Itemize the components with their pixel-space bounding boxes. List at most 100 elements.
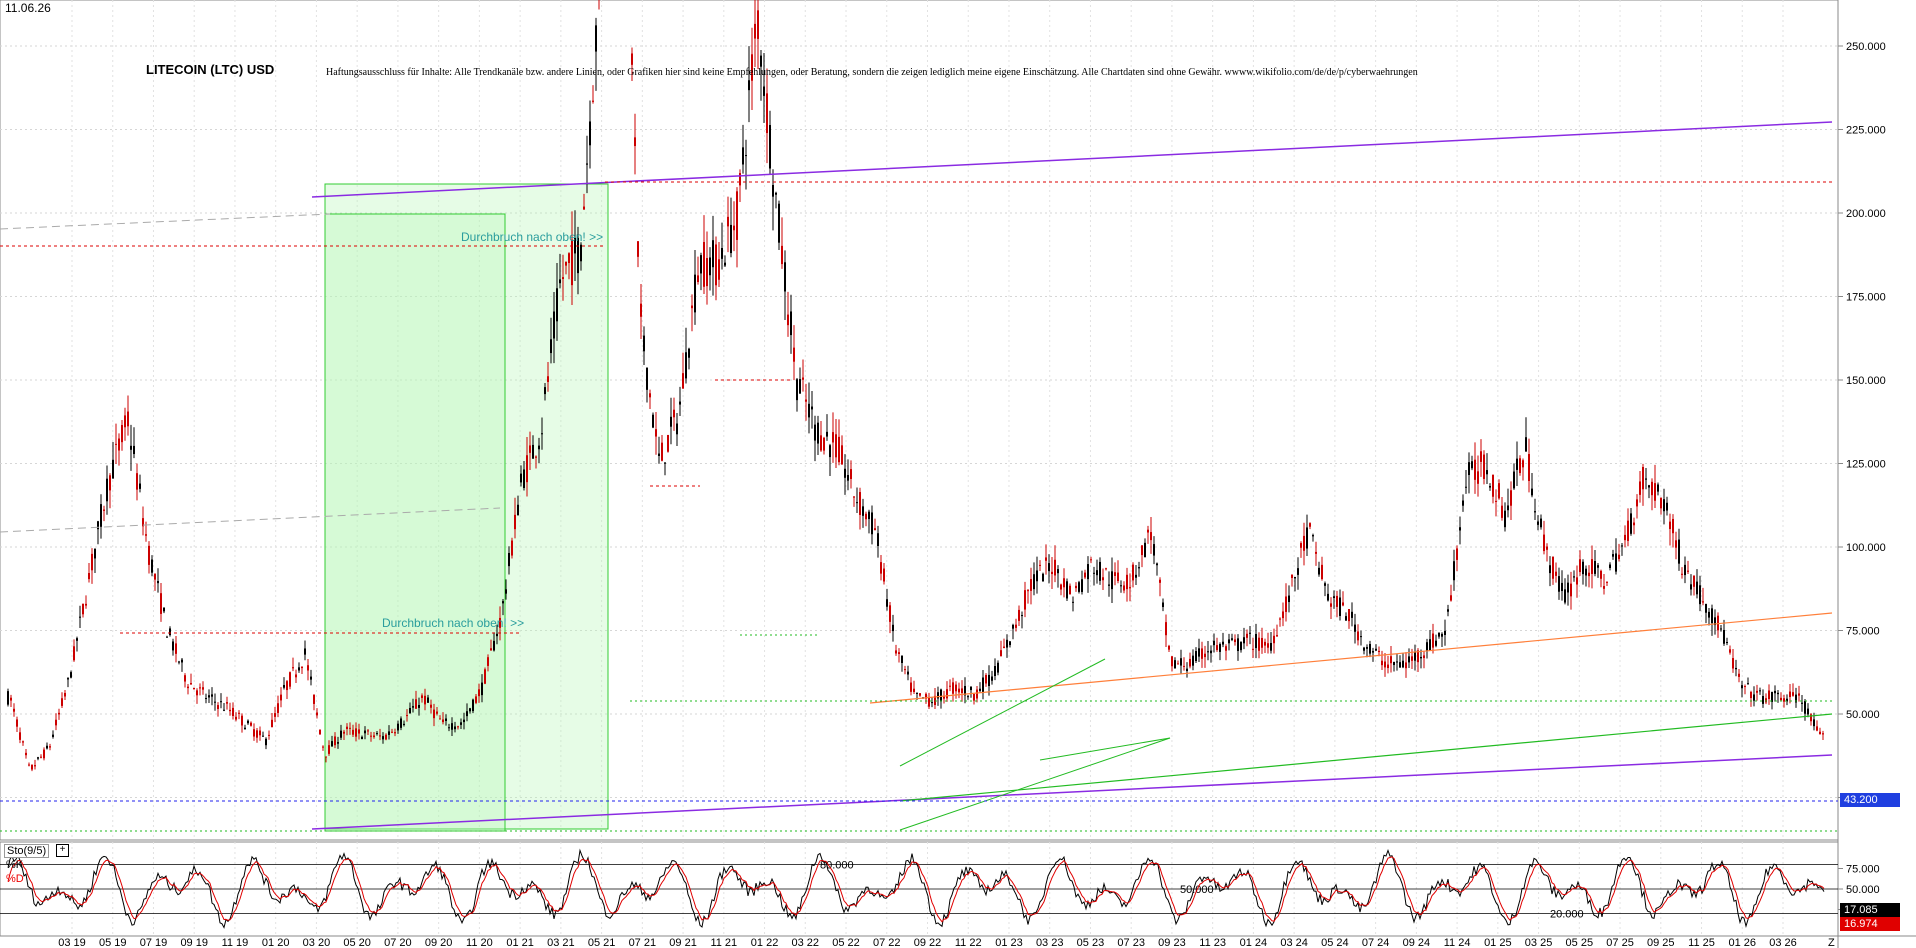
candle-body (1735, 667, 1737, 670)
candle-body (76, 638, 78, 641)
candle-body (328, 745, 330, 754)
candle-body (445, 718, 447, 721)
candle-body (1372, 651, 1374, 653)
candle-body (1249, 632, 1251, 634)
candle-body (1603, 586, 1605, 589)
candle-body (28, 764, 30, 766)
candle-body (1462, 500, 1464, 506)
candle-body (1363, 647, 1365, 651)
candle-body (1057, 569, 1059, 574)
candle-body (304, 648, 306, 655)
x-tick-label: 03 22 (792, 937, 820, 948)
candle-body (910, 682, 912, 692)
candle-body (127, 411, 129, 427)
candle-body (925, 693, 927, 699)
candle-body (760, 55, 762, 67)
candle-body (802, 377, 804, 380)
candle-body (721, 247, 723, 259)
candle-body (1591, 559, 1593, 574)
candle-body (988, 674, 990, 687)
y-tick-label: 200.000 (1846, 208, 1886, 220)
candle-body (1807, 708, 1809, 715)
candle-body (1639, 481, 1641, 495)
candle-body (673, 409, 675, 418)
x-tick-label: 05 24 (1321, 937, 1349, 948)
candle-body (1450, 595, 1452, 601)
candle-body (1558, 576, 1560, 592)
candle-body (544, 387, 546, 395)
candle-body (382, 736, 384, 740)
grey-dashed-channel-upper (0, 213, 331, 230)
x-tick-label: 01 26 (1728, 937, 1756, 948)
candle-body (817, 422, 819, 444)
candle-body (592, 100, 594, 102)
candle-body (7, 691, 9, 705)
candle-body (187, 686, 189, 689)
candle-body (1321, 564, 1323, 580)
candle-body (877, 533, 879, 547)
candle-body (847, 474, 849, 481)
candle-body (1648, 485, 1650, 488)
add-indicator-icon[interactable]: + (56, 844, 69, 857)
candle-body (1543, 534, 1545, 552)
candle-body (1312, 535, 1314, 537)
candle-body (145, 534, 147, 536)
candle-body (1084, 572, 1086, 578)
candle-body (1264, 641, 1266, 646)
candle-body (1501, 505, 1503, 518)
candle-body (1294, 576, 1296, 579)
candle-body (724, 262, 726, 266)
candle-body (946, 689, 948, 699)
candle-body (388, 731, 390, 735)
candle-body (916, 692, 918, 694)
candle-body (1414, 652, 1416, 661)
x-tick-label: 05 22 (832, 937, 860, 948)
candle-body (1510, 490, 1512, 506)
candle-body (871, 512, 873, 535)
candle-body (1720, 628, 1722, 630)
candle-body (292, 667, 294, 669)
candle-body (952, 682, 954, 694)
candle-body (583, 206, 585, 210)
candle-body (364, 730, 366, 734)
candle-body (475, 696, 477, 703)
candle-body (1159, 579, 1161, 583)
candle-body (790, 311, 792, 336)
candle-body (43, 749, 45, 759)
candle-body (373, 735, 375, 738)
candle-body (1729, 649, 1731, 653)
candle-body (1792, 692, 1794, 696)
candle-body (73, 646, 75, 661)
candle-body (658, 453, 660, 457)
candle-body (295, 674, 297, 678)
candle-body (487, 657, 489, 666)
candle-body (1597, 565, 1599, 568)
candle-body (340, 730, 342, 738)
candle-body (343, 731, 345, 734)
candle-body (316, 712, 318, 716)
candle-body (193, 687, 195, 690)
candle-body (190, 683, 192, 685)
candle-body (565, 261, 567, 266)
candle-body (961, 688, 963, 694)
candle-body (1042, 573, 1044, 582)
candle-body (1081, 579, 1083, 592)
candle-body (1756, 690, 1758, 693)
y-tick-label: 50.000 (1846, 709, 1880, 721)
candle-body (781, 245, 783, 265)
candle-body (1522, 460, 1524, 468)
candle-body (433, 709, 435, 719)
candle-body (1366, 647, 1368, 649)
x-tick-label: 01 24 (1240, 937, 1268, 948)
candle-body (1423, 655, 1425, 659)
candle-body (796, 379, 798, 401)
candle-body (1621, 545, 1623, 547)
candle-body (1291, 574, 1293, 579)
candle-body (1324, 583, 1326, 586)
candle-body (799, 379, 801, 394)
stochastic-indicator-label[interactable]: Sto(9/5) (4, 844, 50, 858)
x-tick-label: 09 22 (914, 937, 942, 948)
candle-body (883, 568, 885, 582)
x-tick-label: 09 19 (180, 937, 208, 948)
candle-body (1381, 660, 1383, 666)
